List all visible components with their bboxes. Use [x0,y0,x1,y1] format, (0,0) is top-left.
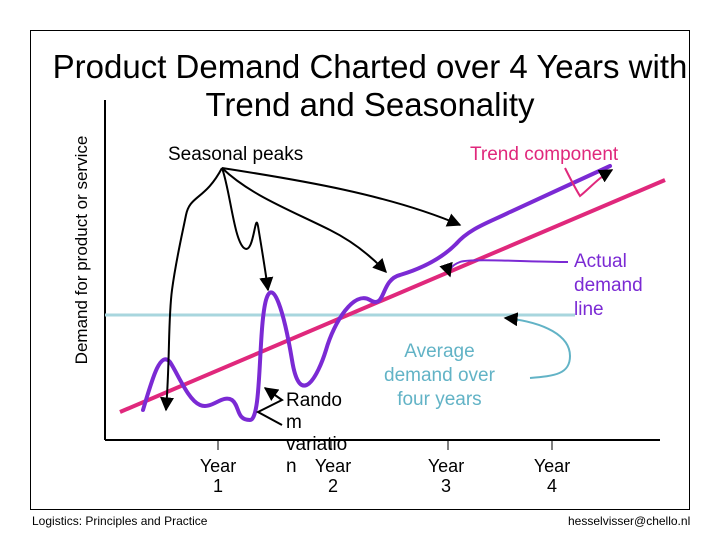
slide-frame [30,30,690,510]
average-demand-label: Average demand over four years [384,341,495,410]
x-tick-label-year-2: Year 2 [314,456,352,496]
seasonal-arrow-1 [160,167,223,412]
actual-demand-arrow [439,259,569,278]
trend-component-label: Trend component [470,144,619,165]
random-variation-label: Rando m variatio n [286,390,348,477]
seasonal-arrow-2 [221,167,274,292]
x-tick-label-year-4: Year 4 [533,456,571,496]
trend-arrow [564,167,614,198]
trend-line [119,178,666,414]
random-variation-arrow [255,387,284,426]
average-demand-arrow [503,312,572,379]
footer-email: hesselvisser@chello.nl [568,514,691,528]
x-tick-label-year-1: Year 1 [199,456,237,496]
chart-title: Product Demand Charted over 4 Years with… [52,48,688,123]
actual-demand-curve [141,164,612,423]
seasonal-arrow-4 [221,167,462,227]
footer-source: Logistics: Principles and Practice [32,514,208,528]
seasonal-arrow-3 [221,167,387,274]
x-tick-label-year-3: Year 3 [427,456,465,496]
seasonal-peaks-label: Seasonal peaks [168,144,304,165]
actual-demand-label: Actual demand line [574,251,643,320]
